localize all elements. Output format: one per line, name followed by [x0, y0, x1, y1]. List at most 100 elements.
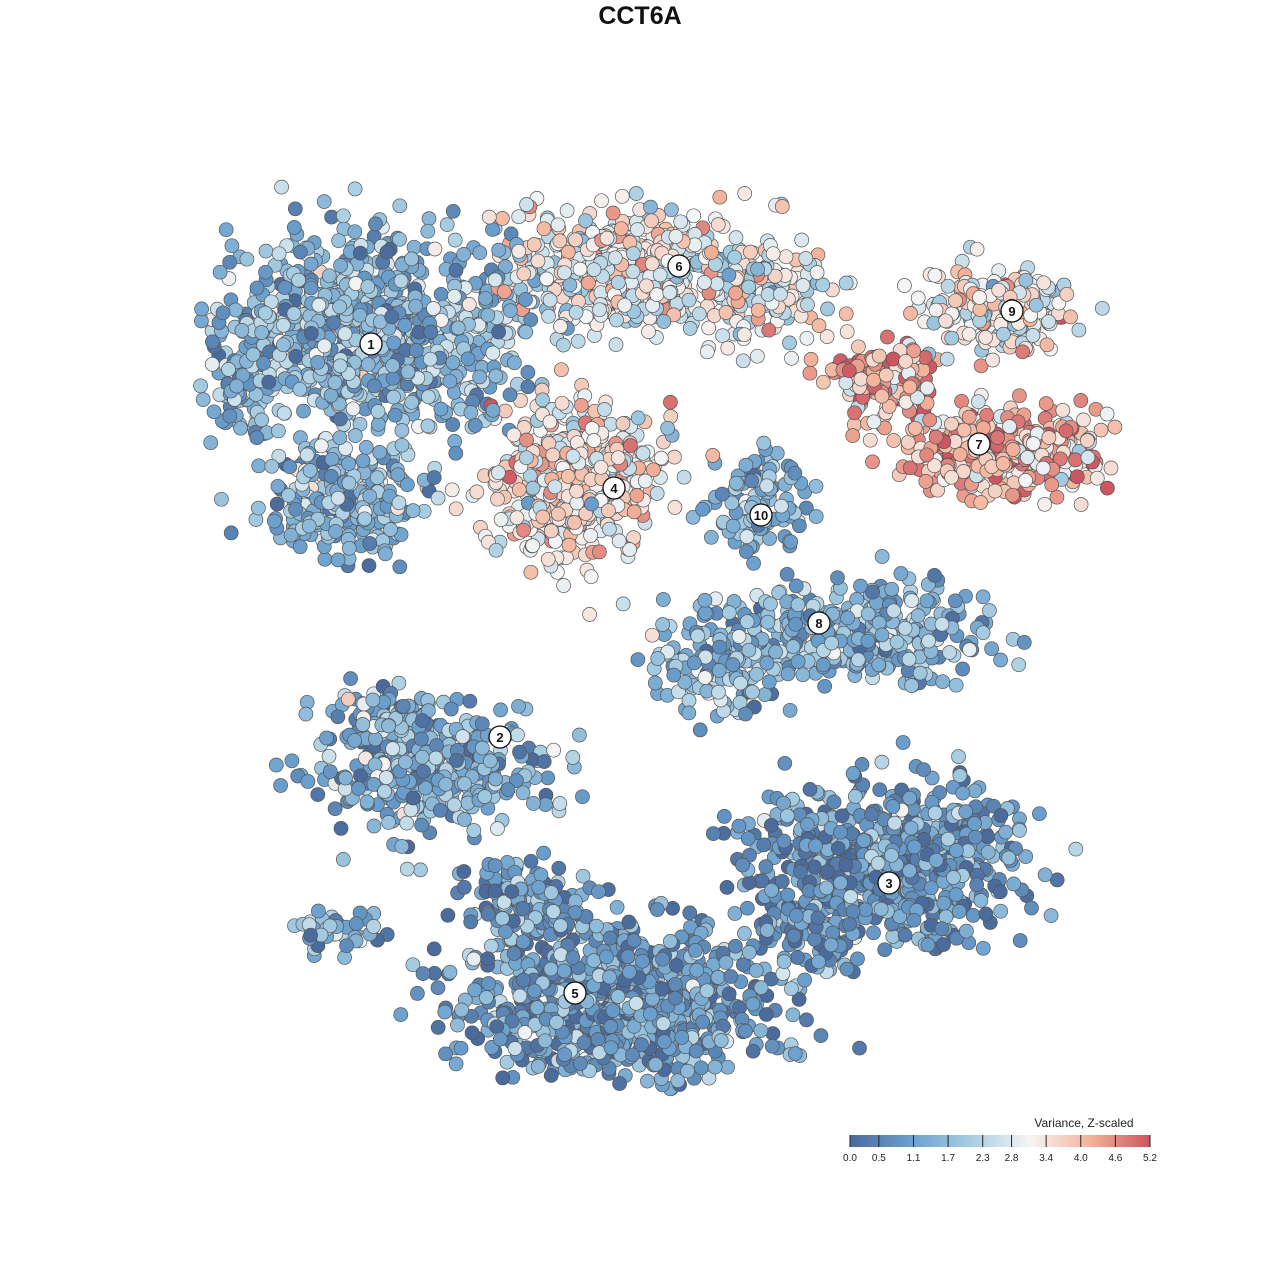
cell-point-cluster-10	[703, 529, 719, 545]
cell-point-cluster-1	[299, 447, 315, 463]
cell-point-cluster-3	[1068, 841, 1084, 857]
cell-point-cluster-3	[895, 735, 911, 750]
cell-point-cluster-4	[540, 551, 556, 567]
cell-point-cluster-6	[794, 232, 810, 248]
cell-point-cluster-5	[682, 905, 698, 921]
cell-point-cluster-4	[490, 491, 505, 507]
cell-point-cluster-1	[507, 355, 522, 371]
cell-point-cluster-1	[239, 251, 255, 267]
cell-point-cluster-8	[761, 674, 777, 690]
cell-point-cluster-5	[621, 914, 637, 930]
cell-point-cluster-2	[546, 742, 561, 758]
cell-point-cluster-5	[713, 1033, 729, 1048]
cell-point-cluster-1	[448, 445, 464, 461]
cell-point-cluster-6	[765, 246, 781, 262]
cell-point-cluster-3	[850, 951, 865, 967]
cell-point-cluster-7	[865, 454, 880, 470]
cell-point-cluster-8	[927, 567, 942, 583]
cell-point-cluster-4	[469, 484, 485, 500]
cell-point-cluster-3	[998, 824, 1014, 840]
cell-point-cluster-10	[792, 518, 807, 534]
cell-point-cluster-2	[552, 796, 568, 811]
cell-point-cluster-2	[353, 768, 368, 784]
cell-point-cluster-6	[681, 292, 697, 308]
cell-point-cluster-1	[347, 224, 363, 240]
cell-point-cluster-6	[530, 253, 546, 269]
cell-point-cluster-5	[799, 1012, 814, 1028]
cell-point-cluster-2	[540, 770, 556, 786]
cell-point-cluster-3	[854, 757, 870, 772]
cell-point-cluster-3	[1037, 867, 1053, 883]
cell-point-cluster-1	[392, 198, 408, 214]
cell-point-cluster-8	[948, 677, 964, 693]
cell-point-cluster-5	[785, 1007, 801, 1023]
cell-point-cluster-2	[515, 785, 531, 801]
cell-point-cluster-1	[317, 551, 333, 567]
cell-point-cluster-5	[415, 966, 431, 981]
cell-point-cluster-8	[919, 593, 935, 609]
cell-point-cluster-1	[233, 420, 248, 436]
cell-point-cluster-8	[692, 722, 708, 738]
cell-point-cluster-8	[630, 652, 646, 667]
cell-point-cluster-3	[920, 937, 936, 953]
cell-point-cluster-5	[718, 955, 734, 970]
cell-point-cluster-5	[748, 963, 764, 978]
cell-point-cluster-1	[420, 418, 436, 434]
cell-point-cluster-5	[693, 1060, 709, 1076]
cell-point-cluster-7	[815, 374, 831, 390]
cell-point-cluster-2	[321, 748, 337, 764]
cell-point-cluster-3	[948, 887, 964, 902]
cell-point-cluster-10	[738, 457, 754, 473]
cell-point-cluster-5	[590, 1032, 606, 1047]
cell-point-cluster-8	[897, 620, 913, 636]
cell-point-cluster-3	[980, 844, 996, 860]
cell-point-cluster-8	[650, 651, 666, 666]
cell-point-cluster-5	[655, 951, 670, 967]
cell-point-cluster-1	[313, 438, 329, 454]
cell-point-cluster-7	[900, 434, 916, 450]
cell-point-cluster-2	[443, 701, 459, 717]
cell-point-cluster-4	[523, 564, 539, 580]
cell-point-cluster-9	[1025, 328, 1041, 343]
cell-point-cluster-6	[737, 186, 753, 201]
cell-point-cluster-2	[391, 675, 407, 691]
cell-point-cluster-7	[851, 339, 866, 355]
cell-point-cluster-5	[448, 1056, 464, 1072]
cell-point-cluster-1	[214, 491, 229, 507]
cell-point-cluster-5	[530, 1059, 546, 1074]
cell-point-cluster-4	[535, 392, 550, 408]
cell-point-cluster-1	[204, 356, 220, 372]
cell-point-cluster-3	[975, 940, 991, 956]
cell-point-cluster-1	[523, 312, 539, 328]
cell-point-cluster-2	[466, 823, 482, 838]
cell-point-cluster-8	[697, 592, 713, 608]
cell-point-cluster-1	[421, 389, 436, 405]
cell-point-cluster-5	[586, 953, 602, 968]
cell-point-cluster-8	[975, 589, 991, 605]
cell-point-cluster-8	[785, 639, 801, 654]
cell-point-cluster-10	[705, 448, 721, 463]
cell-point-cluster-6	[570, 333, 586, 349]
cell-point-cluster-3	[1001, 850, 1017, 866]
cell-point-cluster-5	[710, 970, 726, 985]
cell-point-cluster-5	[438, 1046, 453, 1062]
cell-point-cluster-4	[635, 445, 651, 461]
cell-point-cluster-6	[750, 302, 766, 318]
cell-point-cluster-2	[319, 730, 334, 746]
cell-point-cluster-1	[292, 539, 308, 555]
cell-point-cluster-1	[378, 546, 393, 562]
cell-point-cluster-2	[366, 818, 382, 834]
cell-point-cluster-6	[495, 211, 510, 226]
cell-point-cluster-3	[951, 904, 967, 919]
cell-point-cluster-5	[437, 1004, 453, 1020]
cell-point-cluster-1	[203, 435, 219, 451]
cell-point-cluster-5	[430, 980, 446, 996]
cell-point-cluster-1	[222, 408, 238, 424]
cell-point-cluster-6	[608, 337, 624, 352]
cell-point-cluster-5	[765, 1026, 781, 1041]
cell-point-cluster-6	[778, 249, 794, 265]
cell-point-cluster-3	[826, 794, 842, 810]
cell-point-cluster-8	[984, 641, 999, 657]
cell-point-cluster-6	[686, 208, 702, 224]
cell-point-cluster-1	[439, 217, 455, 232]
